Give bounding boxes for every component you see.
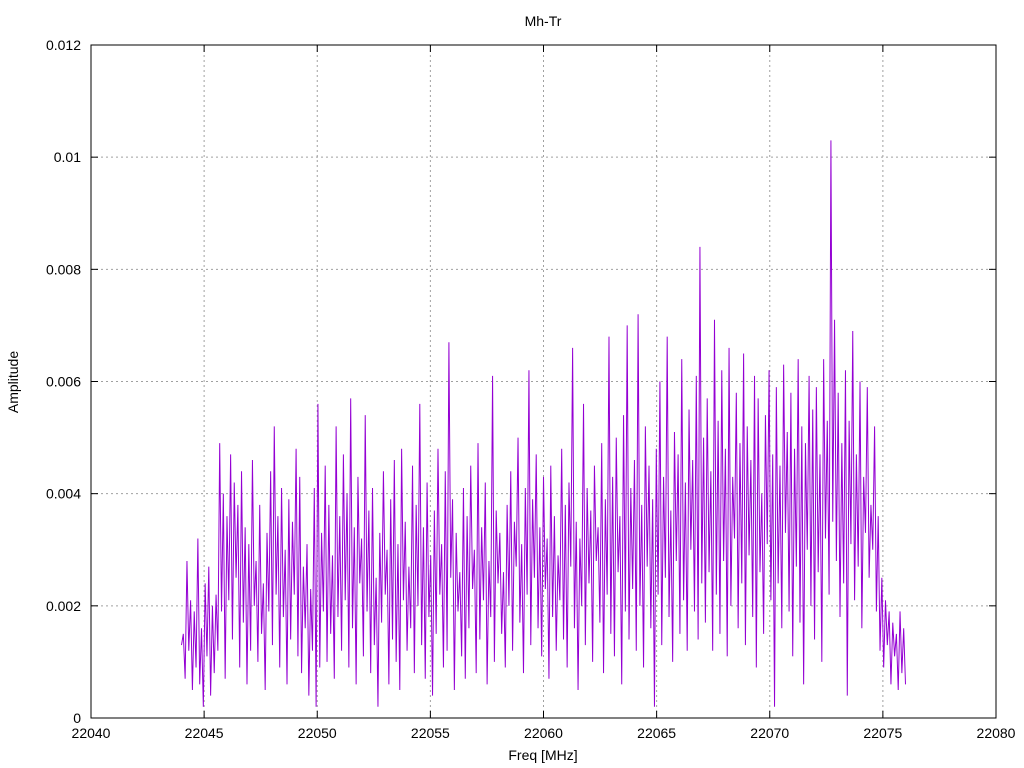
series-layer: [181, 140, 906, 707]
y-tick-label: 0.006: [46, 374, 81, 390]
y-tick-label: 0.01: [54, 149, 81, 165]
y-tick-label: 0.002: [46, 598, 81, 614]
x-axis-title: Freq [MHz]: [508, 747, 577, 763]
x-tick-label: 22040: [72, 725, 111, 741]
x-tick-label: 22060: [524, 725, 563, 741]
x-tick-label: 22075: [863, 725, 902, 741]
series-line: [181, 140, 906, 707]
y-axis-title: Amplitude: [5, 351, 21, 413]
x-tick-label: 22080: [977, 725, 1016, 741]
x-tick-label: 22055: [411, 725, 450, 741]
ticks: [90, 44, 997, 719]
y-tick-label: 0: [73, 710, 81, 726]
x-tick-label: 22050: [298, 725, 337, 741]
chart-title: Mh-Tr: [525, 13, 562, 29]
tick-labels: 22040 22045 22050 22055 22060 22065 22070 22075…: [46, 37, 1016, 741]
y-tick-label: 0.008: [46, 261, 81, 277]
y-tick-label: 0.004: [46, 486, 81, 502]
x-tick-label: 22045: [185, 725, 224, 741]
x-tick-label: 22065: [637, 725, 676, 741]
y-tick-label: 0.012: [46, 37, 81, 53]
x-tick-label: 22070: [750, 725, 789, 741]
